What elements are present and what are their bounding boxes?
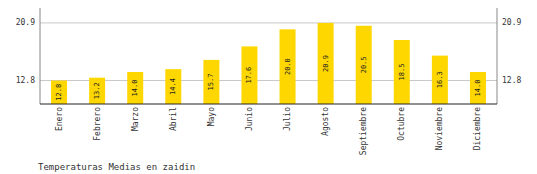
y-tick-label: 20.9 — [16, 18, 35, 27]
chart-container: 12.8 13.2 14.0 14.4 15.7 17.6 20.0 20.9 20.5 18.5… — [0, 0, 537, 174]
x-tick-label: Agosto — [321, 107, 330, 136]
grid-line — [40, 22, 497, 23]
x-tick-label: Septiembre — [359, 107, 368, 155]
bar — [51, 81, 67, 104]
x-tick-label: Julio — [283, 107, 292, 131]
bar — [318, 23, 334, 104]
data-label: 15.7 — [207, 74, 215, 91]
bar — [203, 60, 219, 104]
bars — [51, 23, 486, 104]
bar — [432, 56, 448, 104]
y2-tick-label: 12.8 — [502, 76, 521, 85]
data-label: 13.2 — [93, 82, 101, 99]
y-axis-line — [40, 8, 41, 104]
bar — [89, 78, 105, 104]
data-label: 16.3 — [436, 71, 444, 88]
data-label: 20.0 — [284, 58, 292, 75]
x-tick-label: Abril — [169, 107, 178, 131]
bar — [127, 72, 143, 104]
title: Temperaturas Medias en zaidin — [38, 162, 195, 172]
data-label: 20.5 — [360, 56, 368, 73]
data-label: 18.5 — [398, 64, 406, 81]
grid-line — [40, 80, 497, 81]
y2-axis-line — [497, 8, 498, 104]
chart: 12.8 13.2 14.0 14.4 15.7 17.6 20.0 20.9 20.5 18.5… — [0, 0, 537, 174]
bar — [394, 40, 410, 104]
data-label: 14.0 — [131, 80, 139, 97]
y-tick-label: 12.8 — [16, 76, 35, 85]
x-tick-label: Junio — [245, 107, 254, 131]
data-label: 14.0 — [474, 80, 482, 97]
bar — [165, 69, 181, 104]
x-tick-label: Febrero — [93, 107, 102, 141]
data-label: 14.4 — [169, 78, 177, 95]
y2-tick-label: 20.9 — [502, 18, 521, 27]
data-label: 12.8 — [55, 84, 63, 101]
x-tick-label: Enero — [55, 107, 64, 131]
data-label: 20.9 — [322, 55, 330, 72]
bar — [470, 72, 486, 104]
x-tick-label: Mayo — [207, 107, 216, 126]
bar — [241, 46, 257, 104]
bar — [280, 29, 296, 104]
x-tick-label: Octubre — [397, 107, 406, 141]
baseline — [40, 104, 497, 105]
bar — [356, 26, 372, 104]
x-tick-label: Marzo — [131, 107, 140, 131]
x-tick-label: Noviembre — [435, 107, 444, 151]
data-label: 17.6 — [245, 67, 253, 84]
x-tick-label: Diciembre — [473, 107, 482, 151]
